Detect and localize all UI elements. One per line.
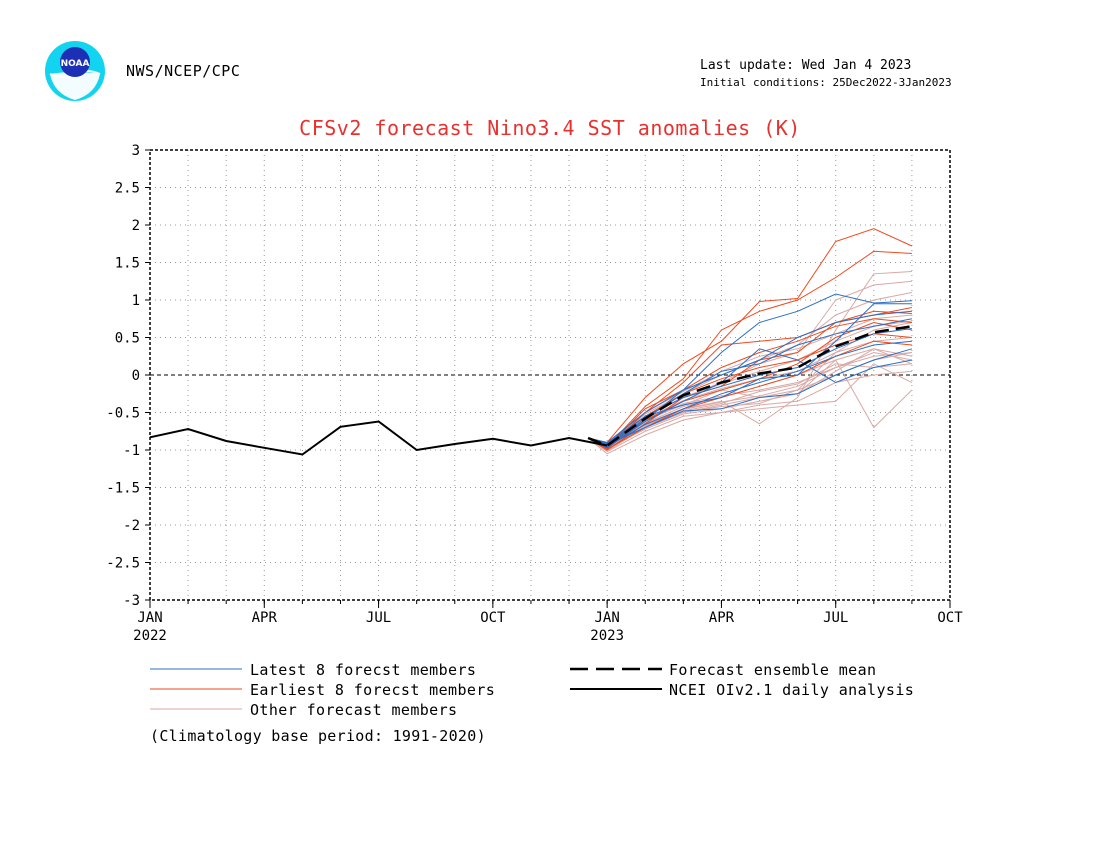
x-axis: JAN 2022 APR JUL OCT JAN 2023 APR JUL OCT [133, 600, 963, 644]
y-tick-label: -2 [123, 518, 140, 534]
x-tick-label: OCT [937, 610, 963, 626]
last-update: Last update: Wed Jan 4 2023 [700, 58, 912, 73]
y-tick-label: 0 [132, 368, 140, 384]
legend-mean-swatch [570, 667, 662, 671]
x-tick-year-label: 2022 [133, 628, 167, 644]
earliest-members-group [587, 228, 913, 451]
x-tick-label: JAN [594, 610, 619, 626]
y-axis: 3 2.5 2 1.5 1 0.5 0 -0.5 -1 -1.5 -2 -2.5 -3 [106, 143, 150, 609]
legend-other-label: Other forecast members [250, 701, 458, 719]
legend-latest-label: Latest 8 forecst members [250, 661, 477, 679]
y-tick-label: -1.5 [106, 481, 140, 497]
legend-earliest-label: Earliest 8 forecst members [250, 681, 496, 699]
y-tick-label: 1 [132, 293, 140, 309]
x-tick-label: APR [252, 610, 278, 626]
grid-lines [150, 150, 950, 600]
x-tick-label: APR [709, 610, 735, 626]
x-tick-label: OCT [480, 610, 506, 626]
latest-member-line [587, 348, 912, 449]
y-tick-label: -2.5 [106, 556, 140, 572]
y-tick-label: 3 [132, 143, 140, 159]
legend-analysis-swatch [570, 688, 662, 690]
y-tick-label: 1.5 [115, 256, 140, 272]
analysis-line [149, 420, 608, 456]
y-tick-label: -1 [123, 443, 140, 459]
legend-analysis-label: NCEI OIv2.1 daily analysis [669, 681, 915, 699]
y-tick-label: 0.5 [115, 331, 140, 347]
initial-conditions: Initial conditions: 25Dec2022-3Jan2023 [700, 76, 952, 89]
x-tick-label: JUL [823, 610, 848, 626]
ensemble-mean-line [587, 325, 913, 447]
y-tick-label: 2 [132, 218, 140, 234]
x-tick-label: JUL [366, 610, 391, 626]
climatology-footnote: (Climatology base period: 1991-2020) [150, 727, 486, 745]
ensemble-mean-group [587, 325, 913, 447]
latest-members-group [587, 293, 913, 449]
noaa-logo-icon: NOAA [45, 41, 105, 101]
other-member-line [587, 370, 912, 455]
other-member-line [587, 322, 912, 450]
other-member-line [587, 363, 913, 453]
logo-lettering: NOAA [61, 59, 90, 69]
latest-member-line [587, 348, 913, 446]
y-tick-label: -3 [123, 593, 140, 609]
latest-member-line [587, 303, 912, 444]
earliest-member-line [587, 340, 912, 450]
noaa-logo: NOAA [44, 40, 106, 102]
x-tick-year-label: 2023 [590, 628, 624, 644]
legend-latest-swatch [150, 668, 242, 670]
agency-label: NWS/NCEP/CPC [126, 62, 241, 80]
analysis-group [149, 420, 608, 456]
legend-other-swatch [150, 708, 242, 710]
legend-mean-label: Forecast ensemble mean [669, 661, 877, 679]
plot-frame [149, 149, 951, 601]
earliest-member-line [587, 228, 913, 444]
legend-earliest-swatch [150, 688, 242, 690]
y-tick-label: 2.5 [115, 181, 140, 197]
earliest-member-line [587, 250, 912, 447]
x-tick-label: JAN [137, 610, 162, 626]
chart-title: CFSv2 forecast Nino3.4 SST anomalies (K) [299, 116, 801, 140]
y-tick-label: -0.5 [106, 406, 140, 422]
